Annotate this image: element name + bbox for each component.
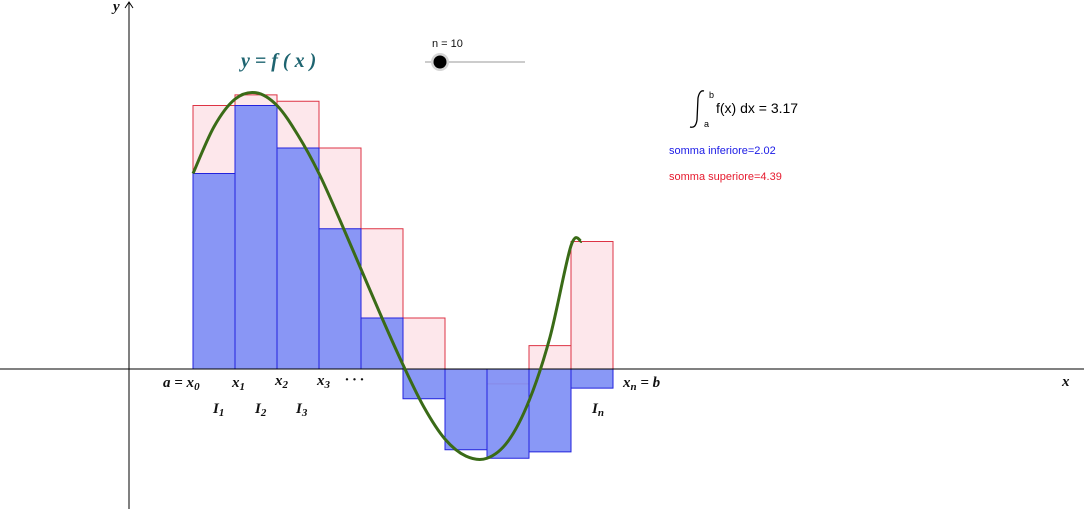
function-label: y = f ( x ) (239, 50, 316, 72)
lower-rect (318, 228, 362, 370)
x-label-a-x0: a = x0 (163, 375, 200, 393)
function-curve (191, 90, 583, 462)
integral-sign-icon (689, 90, 705, 128)
lower-rect (570, 368, 614, 389)
interval-label-in: In (591, 401, 604, 419)
upper-rect (570, 241, 614, 370)
slider-label: n = 10 (432, 38, 463, 50)
lower-rect (360, 317, 404, 370)
x-label-ellipsis: · · · (345, 372, 364, 388)
integral-upper-limit: b (709, 90, 714, 100)
lower-rect (234, 105, 278, 370)
x-axis-label: x (1061, 374, 1070, 390)
upper-rect (528, 345, 572, 370)
lower-rect (444, 368, 488, 451)
y-axis-arrow-icon (124, 1, 134, 9)
upper-rect (402, 317, 446, 370)
lower-rect (276, 147, 320, 370)
x-label-x1: x1 (231, 375, 245, 393)
lower-rect (192, 173, 236, 370)
x-label-xn-b: xn = b (622, 375, 661, 393)
interval-label-i1: I1 (212, 401, 224, 419)
x-label-x2: x2 (274, 373, 289, 391)
slider-knob[interactable] (431, 53, 449, 71)
x-label-x3: x3 (316, 373, 331, 391)
interval-label-i3: I3 (295, 401, 308, 419)
lower-rect (402, 368, 446, 400)
interval-label-i2: I2 (254, 401, 267, 419)
lower-sum-label: somma inferiore=2.02 (669, 145, 776, 157)
integral-formula: b a f(x) dx = 3.17 (689, 90, 798, 129)
upper-sum-label: somma superiore=4.39 (669, 171, 782, 183)
integral-expression: f(x) dx = 3.17 (716, 100, 798, 116)
y-axis-label: y (111, 0, 120, 15)
integral-lower-limit: a (704, 119, 709, 129)
